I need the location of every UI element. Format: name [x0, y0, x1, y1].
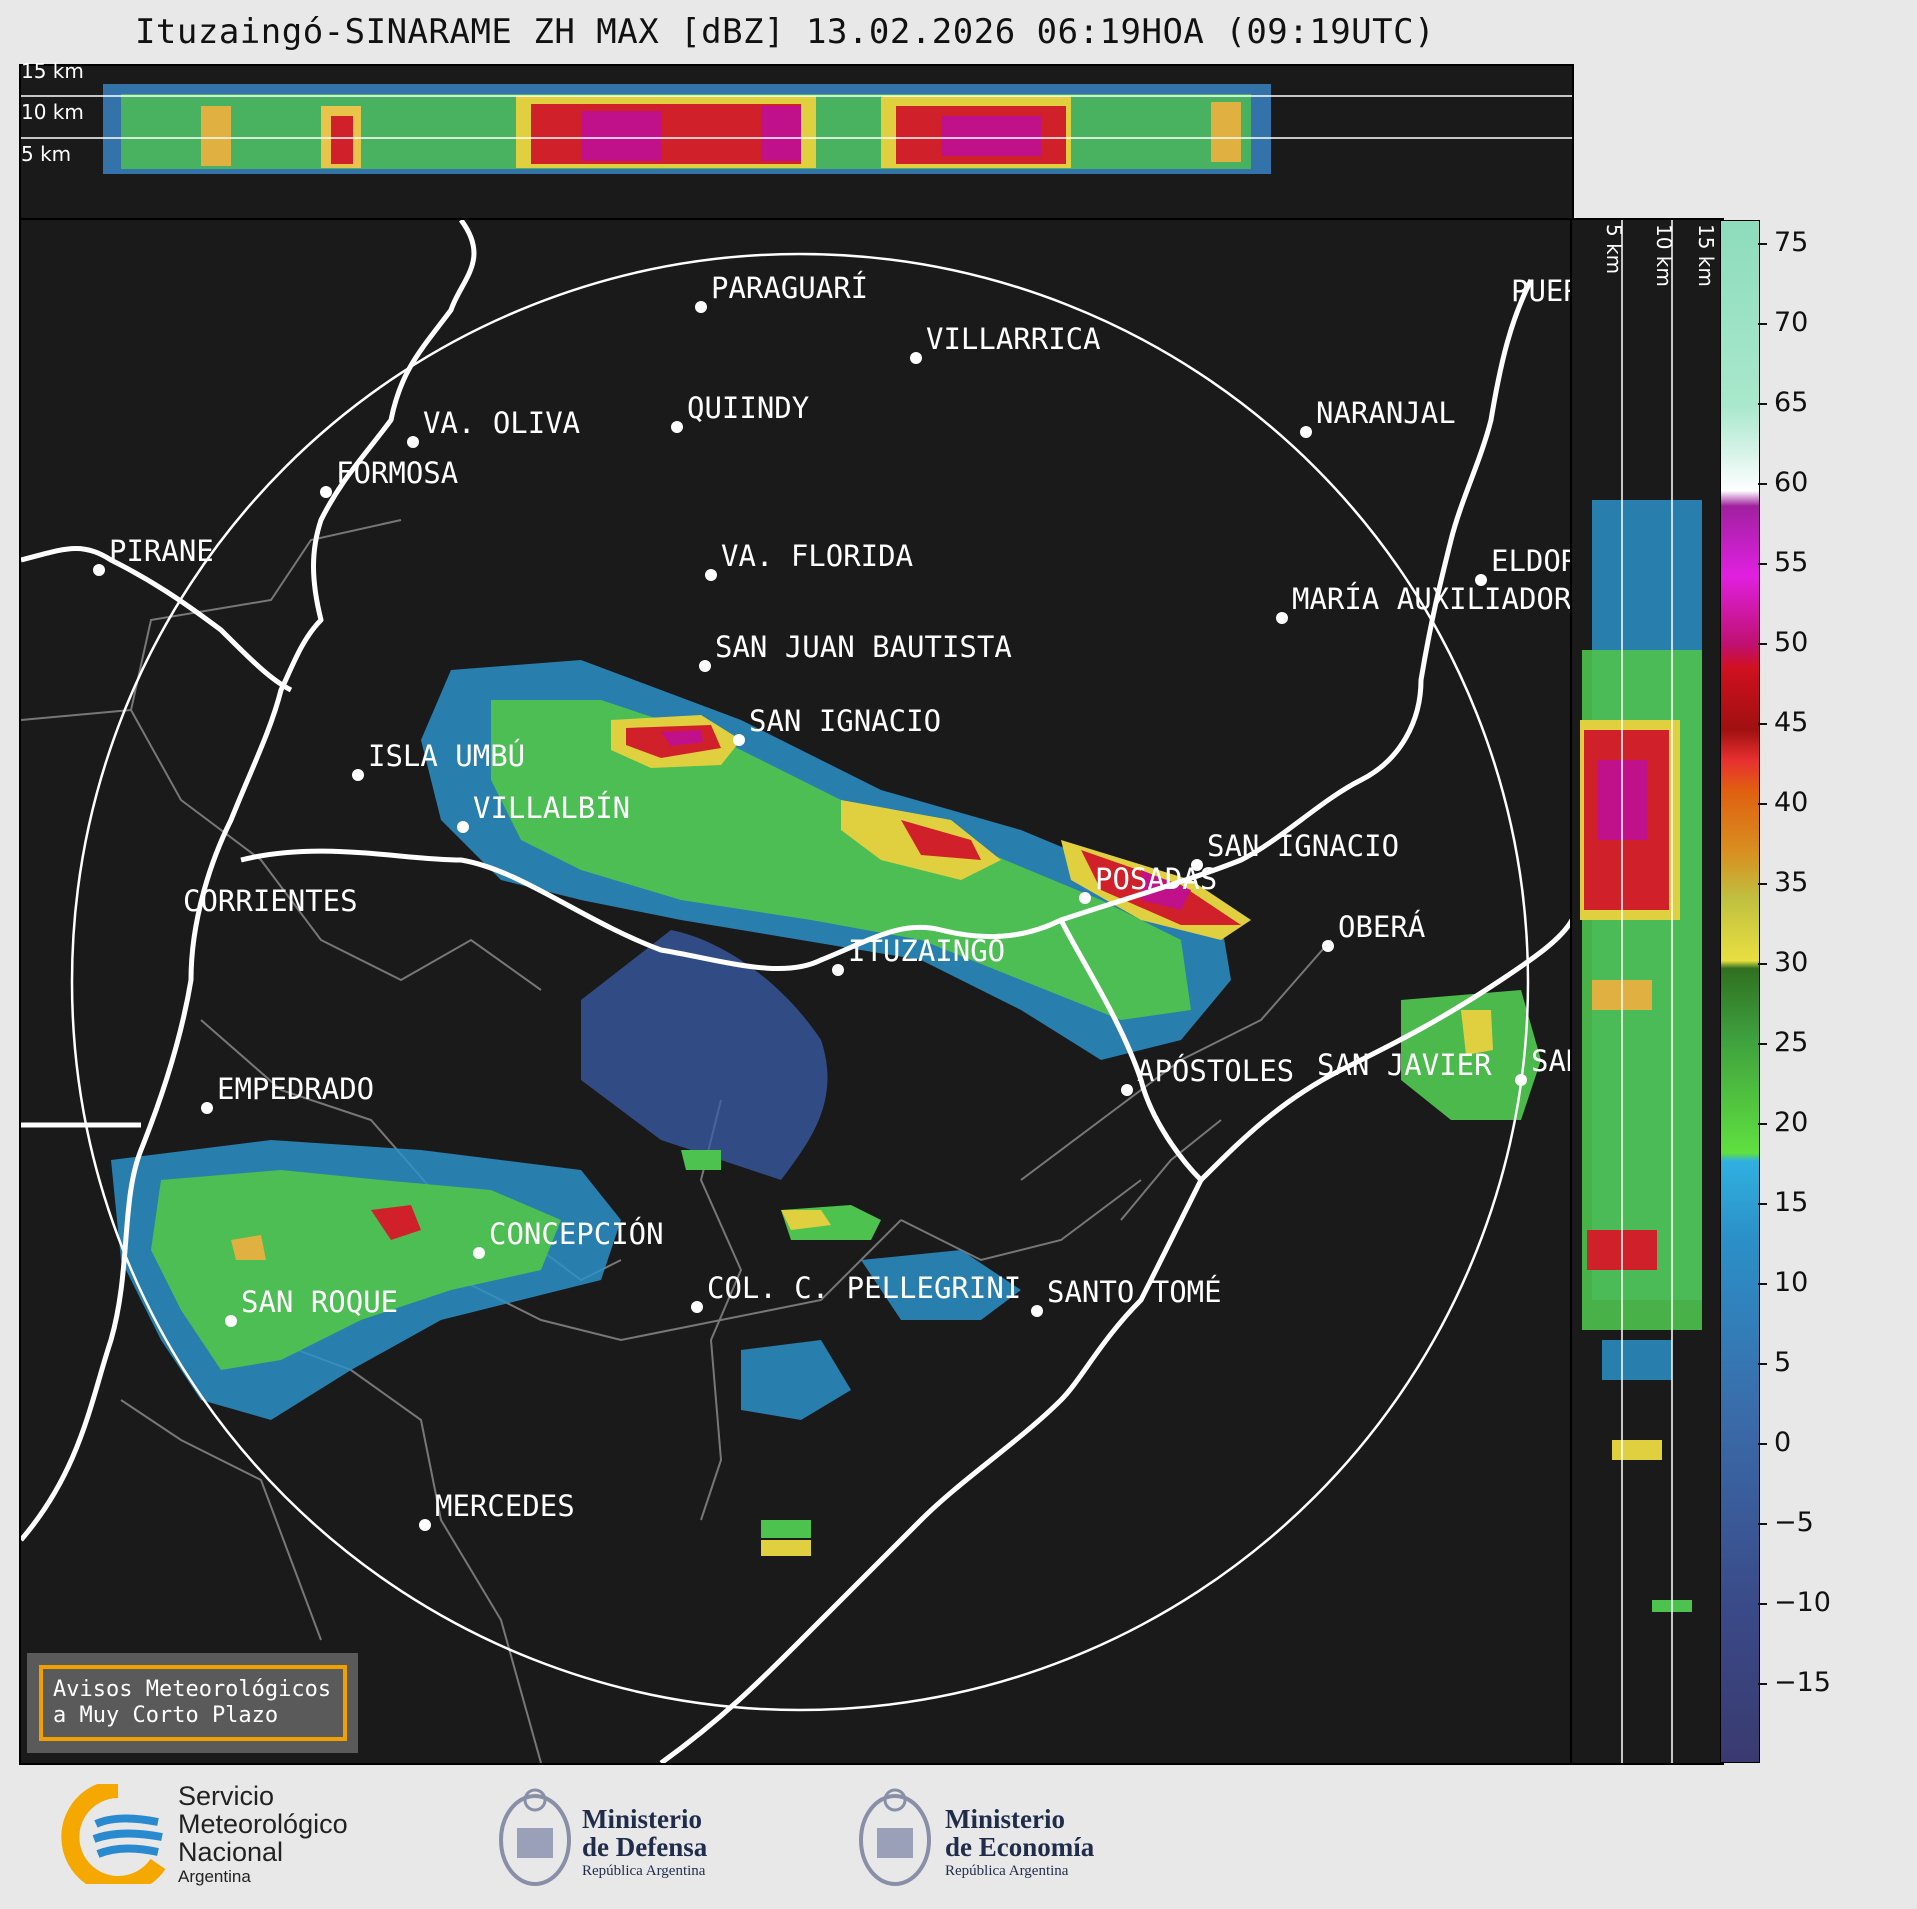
city-label: SANTO TOMÉ — [1047, 1275, 1222, 1309]
rivers — [21, 220, 1572, 1763]
vertical-profile-side: 5 km 10 km 15 km — [1570, 218, 1724, 1765]
city-label: VILLARRICA — [926, 322, 1101, 356]
city-dot — [1475, 574, 1487, 586]
city-label: VA. OLIVA — [423, 406, 581, 440]
page-title: Ituzaingó-SINARAME ZH MAX [dBZ] 13.02.20… — [134, 12, 1436, 52]
city-dot — [1031, 1305, 1043, 1317]
city-label: QUIINDY — [687, 391, 810, 425]
city-dot — [225, 1315, 237, 1327]
city-label: MARÍA AUXILIADORA — [1292, 582, 1589, 616]
side-km-10: 10 km — [1652, 224, 1676, 287]
side-km-15: 15 km — [1694, 224, 1718, 287]
city-label: COL. C. PELLEGRINI — [707, 1271, 1022, 1305]
aviso-badge: Avisos Meteorológicos a Muy Corto Plazo — [27, 1653, 358, 1753]
city-dot — [407, 436, 419, 448]
city-label: ISLA UMBÚ — [368, 739, 526, 773]
city-dot — [671, 421, 683, 433]
economia-seal-icon — [855, 1778, 935, 1898]
city-dot — [1322, 940, 1334, 952]
city-dot — [1276, 612, 1288, 624]
dbz-colorbar — [1720, 220, 1760, 1763]
city-label: SAN JAVIER — [1317, 1048, 1492, 1082]
city-label: SAN JUAN BAUTISTA — [715, 630, 1012, 664]
city-label: MERCEDES — [435, 1489, 575, 1523]
city-dot — [201, 1102, 213, 1114]
city-dot — [733, 734, 745, 746]
aviso-line1: Avisos Meteorológicos — [53, 1677, 332, 1702]
city-dot — [832, 964, 844, 976]
city-label: CORRIENTES — [183, 884, 358, 918]
city-dot — [1515, 1074, 1527, 1086]
km-label-10: 10 km — [21, 100, 84, 124]
city-label: PIRANE — [109, 534, 214, 568]
city-dot — [419, 1519, 431, 1531]
defensa-seal-icon — [495, 1778, 575, 1898]
city-dot — [457, 821, 469, 833]
city-dot — [695, 301, 707, 313]
city-dot — [320, 486, 332, 498]
radar-range-ring — [70, 252, 1530, 1712]
city-label: EMPEDRADO — [217, 1072, 375, 1106]
city-label: CONCEPCIÓN — [489, 1217, 664, 1251]
city-label: SAN IGNACIO — [749, 704, 942, 738]
city-label: SAN IGNACIO — [1207, 829, 1400, 863]
aviso-frame: Avisos Meteorológicos a Muy Corto Plazo — [39, 1665, 347, 1741]
smn-logo-text: Servicio Meteorológico Nacional Argentin… — [178, 1781, 348, 1886]
city-dot — [1300, 426, 1312, 438]
city-label: VA. FLORIDA — [721, 539, 914, 573]
top-profile-echoes — [21, 84, 1572, 174]
map-layers — [21, 220, 1572, 1763]
city-label: APÓSTOLES — [1137, 1054, 1295, 1088]
vertical-profile-top: 15 km 10 km 5 km — [19, 59, 1574, 222]
city-label: VILLALBÍN — [473, 791, 631, 825]
city-label: ITUZAINGÓ — [848, 934, 1006, 968]
city-dot — [473, 1247, 485, 1259]
city-dot — [699, 660, 711, 672]
side-profile-echoes — [1580, 220, 1702, 1763]
km-label-5: 5 km — [21, 142, 72, 166]
side-km-5: 5 km — [1602, 224, 1626, 275]
city-label: POSADAS — [1095, 862, 1218, 896]
city-label: PARAGUARÍ — [711, 271, 869, 305]
city-label: SAN ROQUE — [241, 1285, 399, 1319]
city-dot — [691, 1301, 703, 1313]
city-dot — [352, 769, 364, 781]
city-dot — [93, 564, 105, 576]
radar-map: PIRANE PARAGUARÍ VILLARRICA QUIINDY VA. … — [19, 218, 1631, 1765]
city-label: FORMOSA — [336, 456, 459, 490]
city-dot — [1079, 892, 1091, 904]
km-label-15: 15 km — [21, 59, 84, 83]
aviso-line2: a Muy Corto Plazo — [53, 1703, 279, 1728]
city-label: OBERÁ — [1338, 910, 1426, 944]
city-dot — [705, 569, 717, 581]
city-dot — [910, 352, 922, 364]
city-dot — [1191, 859, 1203, 871]
radar-echoes — [111, 660, 1541, 1556]
economia-logo-text: Ministerio de Economía República Argenti… — [945, 1804, 1095, 1879]
city-dot — [1121, 1084, 1133, 1096]
city-label: NARANJAL — [1316, 396, 1456, 430]
smn-logo-icon — [58, 1784, 168, 1884]
defensa-logo-text: Ministerio de Defensa República Argentin… — [582, 1804, 708, 1879]
